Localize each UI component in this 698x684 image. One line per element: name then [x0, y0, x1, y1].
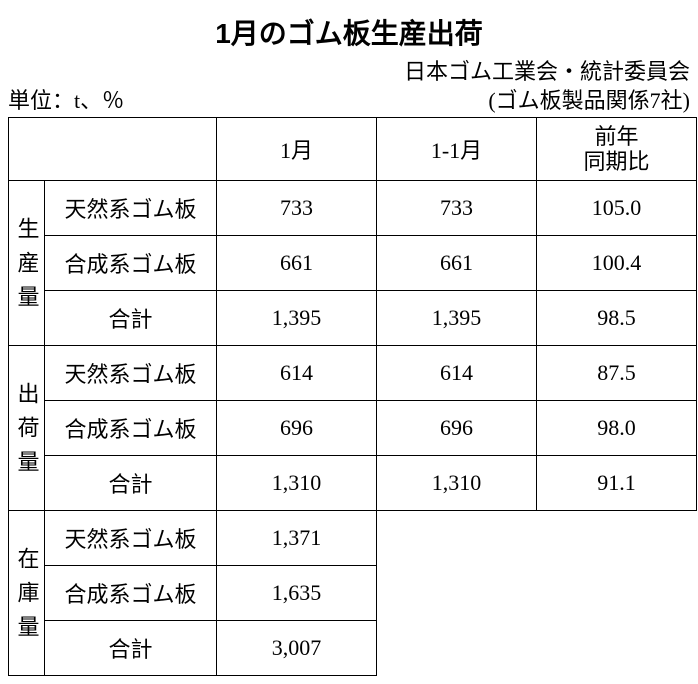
row-label: 天然系ゴム板: [45, 346, 217, 401]
row-label: 天然系ゴム板: [45, 511, 217, 566]
data-table: 1月 1-1月 前年 同期比 生産量 天然系ゴム板 733 733 105.0 …: [8, 117, 697, 676]
header-col-3: 前年 同期比: [537, 118, 697, 181]
table-row: 合成系ゴム板 696 696 98.0: [9, 401, 697, 456]
source-line-1: 日本ゴム工業会・統計委員会: [404, 58, 690, 87]
cell: 1,395: [377, 291, 537, 346]
cell: 3,007: [217, 621, 377, 676]
cell: 87.5: [537, 346, 697, 401]
table-row: 生産量 天然系ゴム板 733 733 105.0: [9, 181, 697, 236]
cell: 100.4: [537, 236, 697, 291]
cell: 1,371: [217, 511, 377, 566]
source-label: 日本ゴム工業会・統計委員会 (ゴム板製品関係7社): [404, 58, 690, 115]
header-col-1: 1月: [217, 118, 377, 181]
cell: 733: [217, 181, 377, 236]
cell: 696: [377, 401, 537, 456]
row-label-total: 合計: [45, 291, 217, 346]
table-row: 合計 1,310 1,310 91.1: [9, 456, 697, 511]
cell: 1,310: [217, 456, 377, 511]
cell: 661: [377, 236, 537, 291]
header-blank: [9, 118, 217, 181]
table-row: 在庫量 天然系ゴム板 1,371: [9, 511, 697, 566]
empty-region: [377, 511, 697, 676]
row-label: 天然系ゴム板: [45, 181, 217, 236]
table-row: 出荷量 天然系ゴム板 614 614 87.5: [9, 346, 697, 401]
table-header-row: 1月 1-1月 前年 同期比: [9, 118, 697, 181]
group-label-production: 生産量: [9, 181, 45, 346]
cell: 614: [377, 346, 537, 401]
cell: 1,310: [377, 456, 537, 511]
cell: 105.0: [537, 181, 697, 236]
row-label: 合成系ゴム板: [45, 401, 217, 456]
meta-row: 単位：t、％ 日本ゴム工業会・統計委員会 (ゴム板製品関係7社): [8, 58, 690, 115]
cell: 1,395: [217, 291, 377, 346]
unit-label: 単位：t、％: [8, 83, 124, 115]
group-label-inventory: 在庫量: [9, 511, 45, 676]
cell: 661: [217, 236, 377, 291]
row-label: 合成系ゴム板: [45, 566, 217, 621]
cell: 91.1: [537, 456, 697, 511]
header-col-3-line-1: 前年: [537, 124, 696, 149]
header-col-2: 1-1月: [377, 118, 537, 181]
cell: 1,635: [217, 566, 377, 621]
cell: 98.0: [537, 401, 697, 456]
cell: 98.5: [537, 291, 697, 346]
group-label-shipment: 出荷量: [9, 346, 45, 511]
row-label-total: 合計: [45, 456, 217, 511]
row-label: 合成系ゴム板: [45, 236, 217, 291]
cell: 733: [377, 181, 537, 236]
cell: 696: [217, 401, 377, 456]
cell: 614: [217, 346, 377, 401]
source-line-2: (ゴム板製品関係7社): [404, 87, 690, 116]
page-title: 1月のゴム板生産出荷: [8, 12, 690, 52]
table-row: 合計 1,395 1,395 98.5: [9, 291, 697, 346]
table-row: 合成系ゴム板 661 661 100.4: [9, 236, 697, 291]
header-col-3-line-2: 同期比: [537, 149, 696, 174]
row-label-total: 合計: [45, 621, 217, 676]
